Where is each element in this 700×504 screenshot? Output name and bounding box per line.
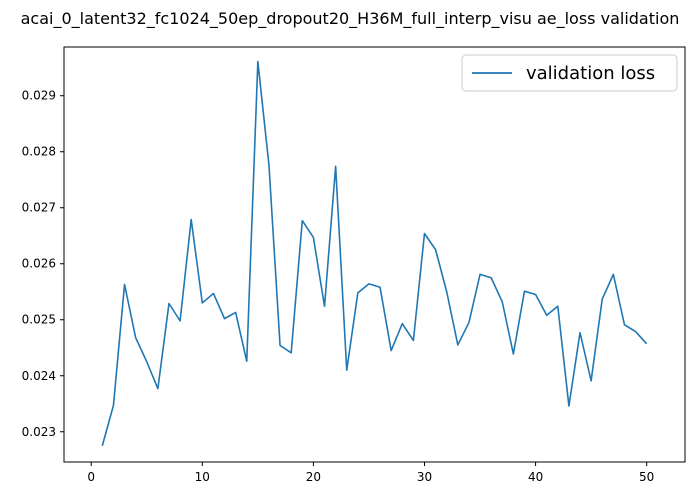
- data-point: [635, 331, 637, 333]
- data-point: [290, 352, 292, 354]
- y-tick-label: 0.029: [22, 89, 56, 103]
- x-tick-label: 40: [528, 470, 543, 484]
- data-point: [168, 303, 170, 305]
- data-point: [124, 284, 126, 286]
- data-point: [435, 249, 437, 251]
- data-point: [479, 274, 481, 276]
- data-point: [268, 164, 270, 166]
- data-point: [179, 320, 181, 322]
- legend: validation loss: [461, 54, 678, 92]
- data-point: [557, 306, 559, 308]
- data-point: [646, 343, 648, 345]
- x-tick-label: 20: [306, 470, 321, 484]
- data-point: [190, 219, 192, 221]
- data-point: [379, 286, 381, 288]
- chart-title: acai_0_latent32_fc1024_50ep_dropout20_H3…: [21, 9, 680, 29]
- axes: 0 10 20 30 40 50 0.023 0.024 0.025 0.026 0.027 0.02…: [22, 46, 686, 484]
- data-point: [357, 292, 359, 294]
- data-point: [524, 290, 526, 292]
- data-point: [235, 312, 237, 314]
- x-tick-label: 0: [87, 470, 95, 484]
- data-point: [113, 405, 115, 407]
- data-point: [513, 353, 515, 355]
- data-point: [546, 314, 548, 316]
- data-point: [624, 324, 626, 326]
- data-point: [368, 283, 370, 285]
- data-point: [324, 306, 326, 308]
- x-tick-label: 10: [195, 470, 210, 484]
- data-point: [257, 61, 259, 63]
- data-point: [301, 220, 303, 222]
- data-point: [601, 298, 603, 300]
- data-point: [213, 293, 215, 295]
- data-point: [313, 237, 315, 239]
- data-point: [279, 345, 281, 347]
- y-tick-label: 0.028: [22, 145, 56, 159]
- x-tick-label: 50: [639, 470, 654, 484]
- data-point: [335, 165, 337, 167]
- data-point: [157, 388, 159, 390]
- data-point: [579, 332, 581, 334]
- data-point: [501, 301, 503, 303]
- y-tick-label: 0.023: [22, 425, 56, 439]
- data-point: [424, 233, 426, 235]
- data-point: [413, 340, 415, 342]
- data-point: [401, 323, 403, 325]
- y-tick-label: 0.026: [22, 257, 56, 271]
- data-point: [457, 344, 459, 346]
- data-point: [535, 294, 537, 296]
- data-point: [490, 277, 492, 279]
- y-tick-label: 0.027: [22, 201, 56, 215]
- data-point: [246, 360, 248, 362]
- data-point: [135, 337, 137, 339]
- data-point: [224, 318, 226, 320]
- plot-frame: [63, 46, 686, 463]
- data-point: [613, 274, 615, 276]
- data-point: [568, 405, 570, 407]
- series-line-validation-loss: [101, 60, 648, 446]
- data-point: [146, 361, 148, 363]
- data-point: [590, 380, 592, 382]
- data-point: [346, 369, 348, 371]
- series-layer: [101, 60, 648, 447]
- data-point: [446, 291, 448, 293]
- y-tick-label: 0.024: [22, 369, 56, 383]
- x-tick-label: 30: [417, 470, 432, 484]
- legend-box: [461, 54, 678, 92]
- data-point: [102, 445, 104, 447]
- y-tick-label: 0.025: [22, 313, 56, 327]
- legend-label: validation loss: [526, 63, 655, 84]
- data-point: [468, 322, 470, 324]
- data-point: [202, 302, 204, 304]
- data-point: [390, 350, 392, 352]
